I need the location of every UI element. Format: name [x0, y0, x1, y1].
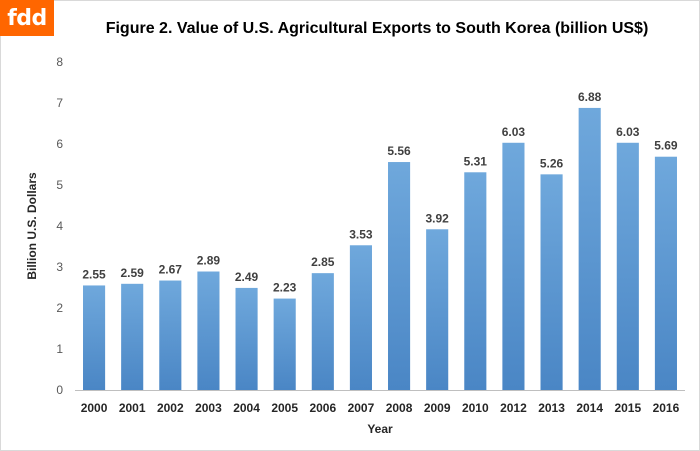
bar	[121, 283, 144, 390]
x-tick-label: 2014	[576, 401, 603, 415]
data-label: 3.92	[426, 211, 450, 225]
bar	[540, 174, 563, 390]
x-tick-label: 2003	[195, 401, 222, 415]
fdd-logo: fdd	[0, 0, 54, 36]
x-tick-label: 2000	[81, 401, 108, 415]
x-tick-label: 2012	[500, 401, 527, 415]
x-tick-label: 2002	[157, 401, 184, 415]
data-label: 2.55	[82, 267, 106, 281]
data-label: 6.88	[578, 90, 602, 104]
x-tick-label: 2010	[462, 401, 489, 415]
bar	[349, 245, 372, 390]
x-tick-label: 2006	[309, 401, 336, 415]
data-label: 2.67	[159, 263, 183, 277]
data-label: 5.26	[540, 156, 564, 170]
x-tick-label: 2016	[653, 401, 680, 415]
data-label: 3.53	[349, 227, 373, 241]
bar	[273, 298, 296, 390]
bar	[464, 172, 487, 390]
bar	[426, 229, 449, 390]
y-tick-label: 2	[56, 301, 63, 315]
data-label: 5.69	[654, 139, 678, 153]
data-label: 6.03	[616, 125, 640, 139]
y-tick-label: 5	[56, 178, 63, 192]
data-label: 5.56	[387, 144, 411, 158]
logo-text: fdd	[7, 5, 47, 31]
bar	[159, 280, 182, 390]
y-tick-label: 0	[56, 383, 63, 397]
y-axis-title: Billion U.S. Dollars	[25, 172, 39, 280]
data-label: 2.49	[235, 270, 259, 284]
data-label: 5.31	[464, 154, 488, 168]
bar	[654, 156, 677, 390]
y-tick-label: 8	[56, 55, 63, 69]
y-tick-label: 1	[56, 342, 63, 356]
bar	[502, 142, 525, 390]
y-tick-label: 7	[56, 96, 63, 110]
bar	[83, 285, 106, 390]
y-tick-label: 3	[56, 260, 63, 274]
x-tick-label: 2013	[538, 401, 565, 415]
x-tick-label: 2009	[424, 401, 451, 415]
data-label: 2.85	[311, 255, 335, 269]
data-label: 6.03	[502, 125, 526, 139]
x-tick-label: 2008	[386, 401, 413, 415]
bar	[235, 287, 258, 390]
bar	[197, 271, 220, 390]
bar	[578, 107, 601, 391]
bar	[616, 142, 639, 390]
y-tick-label: 4	[56, 219, 63, 233]
x-tick-label: 2007	[348, 401, 375, 415]
bar	[311, 273, 334, 390]
x-tick-label: 2004	[233, 401, 260, 415]
y-tick-label: 6	[56, 137, 63, 151]
data-label: 2.89	[197, 254, 221, 268]
data-label: 2.23	[273, 281, 297, 295]
x-tick-label: 2015	[614, 401, 641, 415]
x-axis-title: Year	[367, 422, 393, 436]
x-tick-label: 2005	[271, 401, 298, 415]
x-tick-label: 2001	[119, 401, 146, 415]
bar	[388, 162, 411, 390]
chart-title: Figure 2. Value of U.S. Agricultural Exp…	[105, 20, 649, 37]
data-label: 2.59	[121, 266, 145, 280]
